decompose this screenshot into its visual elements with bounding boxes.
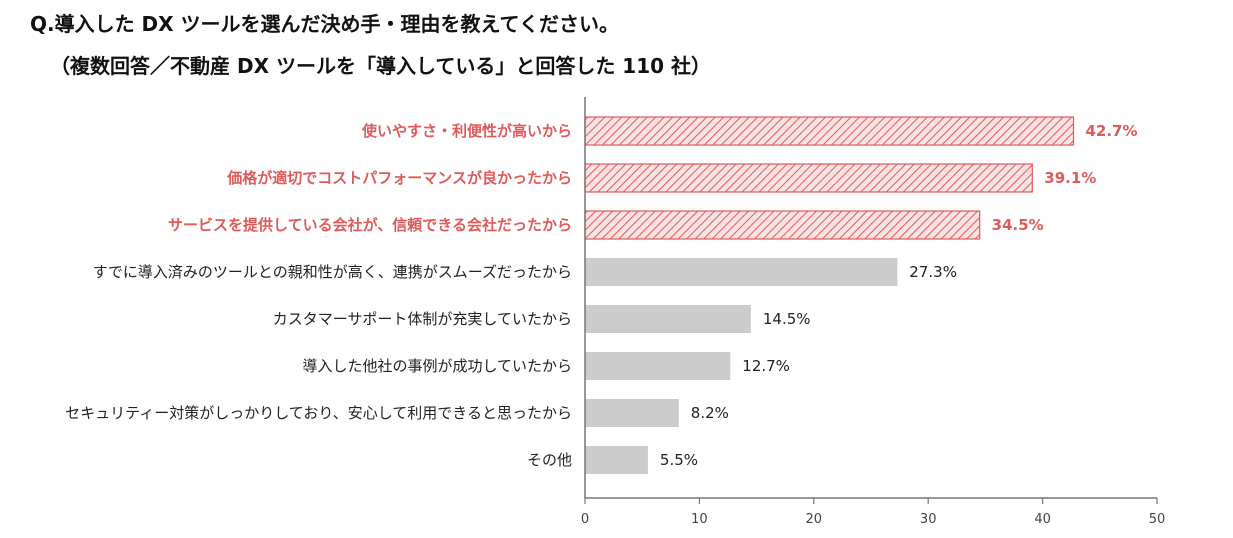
chart-subtitle: （複数回答／不動産 DX ツールを「導入している」と回答した 110 社） xyxy=(50,54,712,78)
x-tick-label-2: 20 xyxy=(806,512,823,527)
value-label-1: 39.1% xyxy=(1044,169,1096,187)
x-tick-label-0: 0 xyxy=(581,512,589,527)
category-label-3: すでに導入済みのツールとの親和性が高く、連携がスムーズだったから xyxy=(93,263,572,281)
value-label-7: 5.5% xyxy=(660,451,698,469)
bar-2 xyxy=(584,210,981,240)
category-label-6: セキュリティー対策がしっかりしており、安心して利用できると思ったから xyxy=(65,404,572,422)
x-tick-label-3: 30 xyxy=(920,512,937,527)
value-label-4: 14.5% xyxy=(763,310,811,328)
value-label-6: 8.2% xyxy=(691,404,729,422)
x-tick-label-1: 10 xyxy=(691,512,708,527)
bar-1 xyxy=(584,163,1033,193)
value-label-0: 42.7% xyxy=(1085,122,1137,140)
bar-6 xyxy=(585,399,679,427)
x-tick-label-4: 40 xyxy=(1034,512,1051,527)
chart-title: Q.導入した DX ツールを選んだ決め手・理由を教えてください。 xyxy=(30,12,619,36)
bar-5 xyxy=(585,352,731,380)
bar-7 xyxy=(585,446,648,474)
bar-0 xyxy=(584,116,1075,146)
category-label-5: 導入した他社の事例が成功していたから xyxy=(302,357,572,375)
category-label-4: カスタマーサポート体制が充実していたから xyxy=(273,310,572,328)
category-label-2: サービスを提供している会社が、信頼できる会社だったから xyxy=(168,216,572,234)
bar-3 xyxy=(585,258,898,286)
category-label-1: 価格が適切でコストパフォーマンスが良かったから xyxy=(226,169,572,187)
value-label-2: 34.5% xyxy=(992,216,1044,234)
value-label-5: 12.7% xyxy=(742,357,790,375)
value-label-3: 27.3% xyxy=(909,263,957,281)
bar-4 xyxy=(585,305,751,333)
category-label-0: 使いやすさ・利便性が高いから xyxy=(361,122,572,140)
category-label-7: その他 xyxy=(527,451,572,469)
x-tick-label-5: 50 xyxy=(1149,512,1166,527)
